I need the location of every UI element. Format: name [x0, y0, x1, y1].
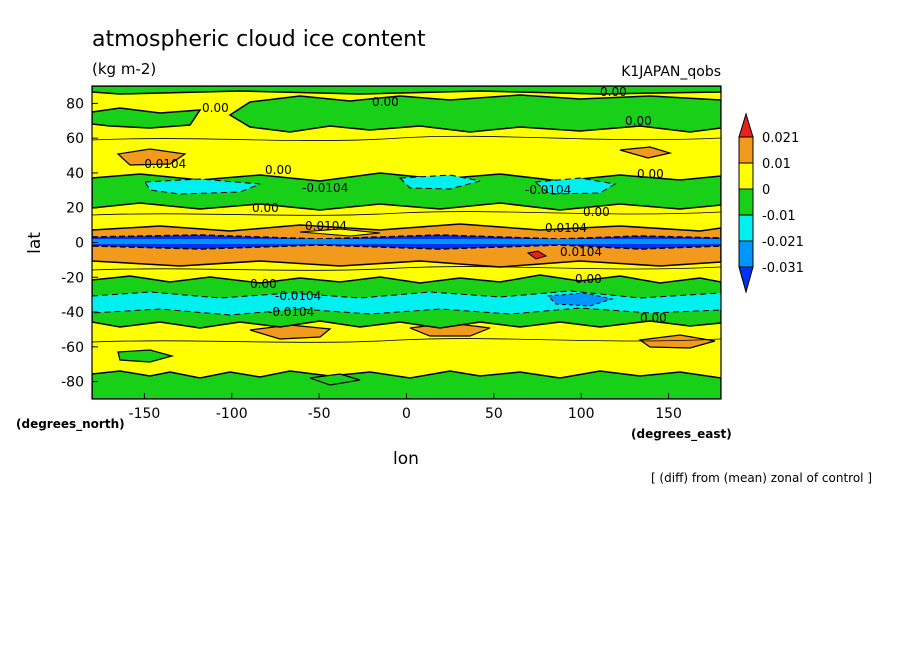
dataset-label: K1JAPAN_qobs: [621, 64, 721, 80]
colorbar-label: 0: [762, 183, 770, 198]
y-tick-label: 60: [66, 131, 84, 147]
colorbar: 0.021 0.01 0 -0.01 -0.021 -0.031: [738, 112, 804, 294]
contour-label: 0.00: [252, 201, 279, 215]
colorbar-label: -0.021: [762, 235, 804, 250]
field-region: [92, 370, 721, 399]
contour-label: 0.00: [250, 277, 277, 291]
colorbar-label: -0.031: [762, 261, 804, 276]
field-region: [526, 250, 548, 260]
x-tick-label: 100: [568, 406, 595, 422]
colorbar-top-arrow: [738, 112, 754, 138]
field-region: [638, 334, 716, 349]
contour-label: 0.0104: [545, 221, 587, 235]
y-tick-label: -40: [61, 305, 84, 321]
y-tick-label: 40: [66, 166, 84, 182]
contour-label: -0.0104: [268, 305, 314, 319]
y-axis-label: lat: [25, 232, 45, 254]
x-axis-label: lon: [393, 449, 419, 469]
contour-line: [92, 338, 721, 343]
colorbar-label: -0.01: [762, 209, 796, 224]
contour-line: [92, 266, 721, 271]
field-region: [117, 349, 175, 363]
field-region: [546, 292, 614, 307]
y-tick-label: -20: [61, 270, 84, 286]
colorbar-swatch: [738, 136, 754, 164]
field-region: [299, 228, 381, 237]
contour-line: [92, 211, 721, 216]
contour-label: 0.00: [372, 95, 399, 109]
contour-label: -0.0104: [275, 289, 321, 303]
chart-title: atmospheric cloud ice content: [92, 27, 426, 52]
x-unit-label: (degrees_east): [631, 427, 732, 442]
colorbar-swatch: [738, 214, 754, 242]
x-tick-label: 150: [655, 406, 682, 422]
colorbar-swatch: [738, 188, 754, 216]
contour-label: -0.0104: [525, 183, 571, 197]
contour-label: -0.0104: [140, 157, 186, 171]
field-region: [309, 373, 361, 386]
field-region: [619, 146, 673, 159]
field-region: [92, 107, 202, 129]
contour-label: 0.00: [202, 101, 229, 115]
field-region: [144, 178, 261, 195]
contour-label: 0.00: [600, 85, 627, 99]
y-axis: 80 60 40 20 0 -20 -40 -60 -80: [61, 96, 98, 391]
diff-note: [ (diff) from (mean) zonal of control ]: [651, 471, 872, 485]
colorbar-bottom-arrow: [738, 266, 754, 294]
x-tick-label: 0: [402, 406, 411, 422]
y-tick-label: -80: [61, 375, 84, 391]
contour-label: 0.00: [583, 205, 610, 219]
field-region: [92, 86, 721, 95]
x-tick-label: -100: [216, 406, 248, 422]
contour-label: 0.00: [637, 167, 664, 181]
field-region: [398, 174, 481, 190]
field-region: [533, 177, 617, 195]
field-region: [228, 94, 721, 133]
x-tick-label: -150: [129, 406, 161, 422]
contour-label: -0.0104: [302, 181, 348, 195]
y-tick-label: 20: [66, 201, 84, 217]
y-tick-label: 0: [75, 236, 84, 252]
contour-label: 0.00: [625, 114, 652, 128]
field-region: [116, 148, 187, 166]
contour-label: 0.0104: [560, 245, 602, 259]
x-tick-label: 50: [485, 406, 503, 422]
x-tick-label: -50: [308, 406, 331, 422]
y-tick-label: 80: [66, 96, 84, 112]
contour-label: 0.00: [575, 272, 602, 286]
y-tick-label: -60: [61, 340, 84, 356]
colorbar-swatch: [738, 240, 754, 268]
colorbar-label: 0.01: [762, 157, 791, 172]
plot-area: 0.00 0.00 0.00 0.00 0.00 0.00 0.00 0.00 …: [92, 85, 721, 399]
colorbar-swatch: [738, 162, 754, 190]
chart-units: (kg m-2): [92, 60, 156, 78]
field-region: [92, 239, 721, 244]
contour-label: 0.0104: [305, 219, 347, 233]
x-axis: -150 -100 -50 0 50 100 150: [129, 393, 682, 422]
contour-label: 0.00: [640, 311, 667, 325]
contour-label: 0.00: [265, 163, 292, 177]
colorbar-label: 0.021: [762, 131, 799, 146]
y-unit-label: (degrees_north): [16, 417, 125, 432]
contour-line: [92, 135, 721, 141]
